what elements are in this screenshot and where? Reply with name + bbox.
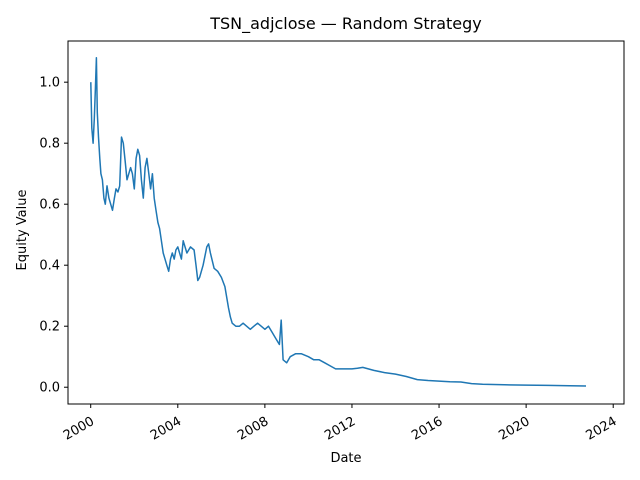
y-axis: 0.0 0.2 0.4 0.6 0.8 1.0	[39, 76, 68, 396]
y-tick-label: 0.4	[39, 259, 60, 274]
x-tick-label: 2024	[583, 414, 619, 444]
x-tick-label: 2008	[235, 414, 271, 444]
y-axis-label: Equity Value	[15, 190, 30, 271]
x-axis-label: Date	[330, 451, 361, 466]
y-tick-label: 0.2	[39, 320, 60, 335]
x-axis: 2000 2004 2008 2012 2016 2020 2024	[61, 404, 620, 444]
x-tick-label: 2012	[322, 414, 358, 444]
series-line-0	[90, 57, 587, 387]
chart-title: TSN_adjclose — Random Strategy	[209, 14, 482, 34]
x-tick-label: 2000	[61, 414, 97, 444]
plot-frame	[67, 40, 625, 405]
plot-area	[67, 40, 625, 405]
x-tick-label: 2016	[409, 414, 445, 444]
y-tick-label: 1.0	[39, 76, 60, 91]
y-tick-label: 0.6	[39, 198, 60, 213]
x-tick-label: 2020	[496, 414, 532, 444]
y-tick-label: 0.0	[39, 381, 60, 396]
y-tick-label: 0.8	[39, 137, 60, 152]
x-tick-label: 2004	[148, 414, 184, 444]
